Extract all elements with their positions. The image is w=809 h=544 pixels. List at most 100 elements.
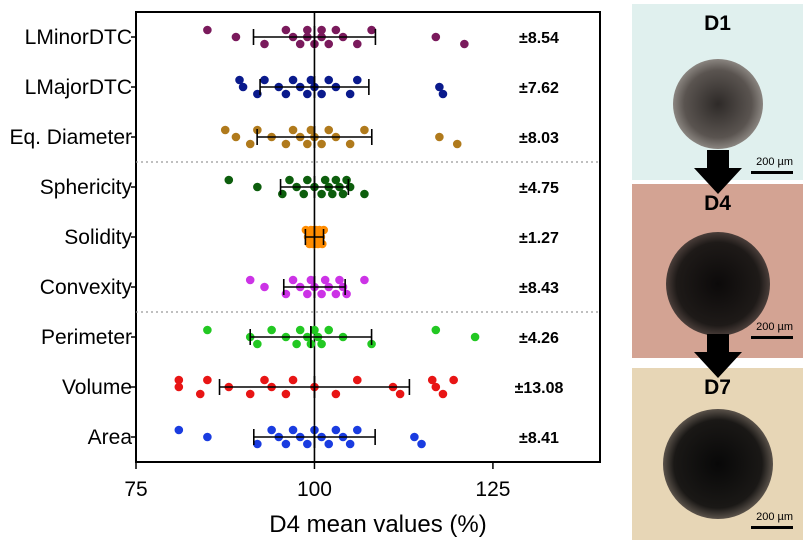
data-point-volume: [352, 375, 362, 385]
data-point-convexity: [317, 289, 326, 299]
data-point-sphericity: [338, 189, 348, 199]
data-point-volume: [331, 389, 341, 399]
data-point-perimeter: [267, 325, 276, 335]
data-point-lmajordtc: [281, 89, 291, 99]
arrow-down-icon: [694, 334, 742, 378]
data-point-lmajordtc: [317, 89, 326, 99]
data-point-volume: [427, 375, 437, 385]
category-label-area: Area: [88, 426, 133, 449]
x-tick-label: 100: [297, 478, 332, 501]
data-point-volume: [281, 389, 291, 399]
data-point-volume: [245, 389, 255, 399]
data-point-perimeter: [310, 325, 319, 335]
data-point-perimeter: [324, 325, 334, 335]
data-point-lmajordtc: [352, 75, 362, 85]
data-point-volume: [449, 375, 458, 385]
data-point-convexity: [320, 275, 330, 285]
data-point-area: [324, 439, 334, 449]
data-point-convexity: [260, 282, 269, 292]
data-point-lmajordtc: [238, 82, 248, 92]
data-point-eq-diameter: [317, 139, 326, 149]
data-point-convexity: [303, 289, 312, 299]
data-point-convexity: [360, 275, 369, 285]
scale-label-d7: 200 µm: [756, 511, 793, 523]
sd-label-area: ±8.41: [519, 430, 559, 447]
data-point-volume: [438, 389, 448, 399]
data-point-sphericity: [253, 182, 262, 192]
arrow-down-icon: [694, 150, 742, 194]
data-point-sphericity: [224, 175, 234, 185]
spheroid-image-d4: [632, 184, 803, 358]
data-point-eq-diameter: [324, 125, 334, 135]
category-label-volume: Volume: [62, 376, 132, 399]
microscopy-panel-d1: D1 200 µm: [632, 4, 803, 180]
data-point-convexity: [342, 289, 351, 299]
data-point-sphericity: [303, 175, 312, 185]
data-point-eq-diameter: [303, 139, 312, 149]
data-point-area: [203, 432, 212, 442]
sd-label-lminordtc: ±8.54: [519, 30, 559, 47]
data-point-area: [352, 425, 362, 435]
data-point-eq-diameter: [435, 132, 444, 142]
data-point-eq-diameter: [452, 139, 462, 149]
category-label-solidity: Solidity: [64, 226, 132, 249]
data-point-solidity: [318, 239, 327, 249]
data-point-eq-diameter: [245, 139, 255, 149]
panel-title-d1: D1: [704, 12, 731, 35]
data-point-lmajordtc: [345, 89, 355, 99]
data-point-perimeter: [292, 339, 301, 349]
data-point-area: [253, 439, 262, 449]
data-point-lminordtc: [460, 39, 469, 49]
sd-label-eq-diameter: ±8.03: [519, 130, 559, 147]
data-point-sphericity: [317, 189, 326, 199]
sd-label-lmajordtc: ±7.62: [519, 80, 559, 97]
data-point-area: [288, 425, 298, 435]
data-point-volume: [195, 389, 205, 399]
data-point-convexity: [331, 289, 341, 299]
data-point-volume: [288, 375, 298, 385]
data-point-perimeter: [295, 325, 305, 335]
data-point-perimeter: [317, 339, 326, 349]
data-point-volume: [260, 375, 269, 385]
sd-label-convexity: ±8.43: [519, 280, 559, 297]
data-point-perimeter: [470, 332, 480, 342]
data-point-lminordtc: [317, 25, 326, 35]
data-point-lminordtc: [231, 32, 241, 42]
sd-label-solidity: ±1.27: [519, 230, 559, 247]
data-point-convexity: [281, 289, 291, 299]
category-label-lmajordtc: LMajorDTC: [25, 76, 132, 99]
microscopy-panel-d4: D4 200 µm: [632, 184, 803, 358]
panel-title-d4: D4: [704, 192, 731, 215]
data-point-eq-diameter: [360, 125, 369, 135]
category-label-perimeter: Perimeter: [41, 326, 132, 349]
data-point-volume: [174, 382, 184, 392]
data-point-sphericity: [278, 189, 287, 199]
data-point-volume: [395, 389, 405, 399]
x-tick-label: 125: [475, 478, 510, 501]
data-point-lmajordtc: [288, 75, 298, 85]
data-point-convexity: [245, 275, 255, 285]
data-point-area: [417, 439, 426, 449]
scale-bar-d7: [751, 526, 793, 529]
data-point-sphericity: [328, 189, 337, 199]
data-point-lminordtc: [352, 39, 362, 49]
data-point-lminordtc: [431, 32, 441, 42]
data-point-lminordtc: [324, 39, 334, 49]
sd-label-perimeter: ±4.26: [519, 330, 559, 347]
data-point-area: [281, 439, 291, 449]
scale-label-d4: 200 µm: [756, 321, 793, 333]
x-axis-title: D4 mean values (%): [269, 511, 486, 538]
data-point-lmajordtc: [435, 82, 444, 92]
scale-bar-d1: [751, 171, 793, 174]
sd-label-sphericity: ±4.75: [519, 180, 559, 197]
data-point-eq-diameter: [281, 139, 291, 149]
data-point-eq-diameter: [288, 125, 298, 135]
data-point-area: [410, 432, 419, 442]
panel-title-d7: D7: [704, 376, 731, 399]
x-tick-label: 75: [124, 478, 147, 501]
data-point-lminordtc: [260, 39, 269, 49]
data-point-area: [174, 425, 184, 435]
data-point-eq-diameter: [306, 125, 316, 135]
spheroid-image-d7: [632, 368, 803, 540]
data-point-lminordtc: [203, 25, 212, 35]
